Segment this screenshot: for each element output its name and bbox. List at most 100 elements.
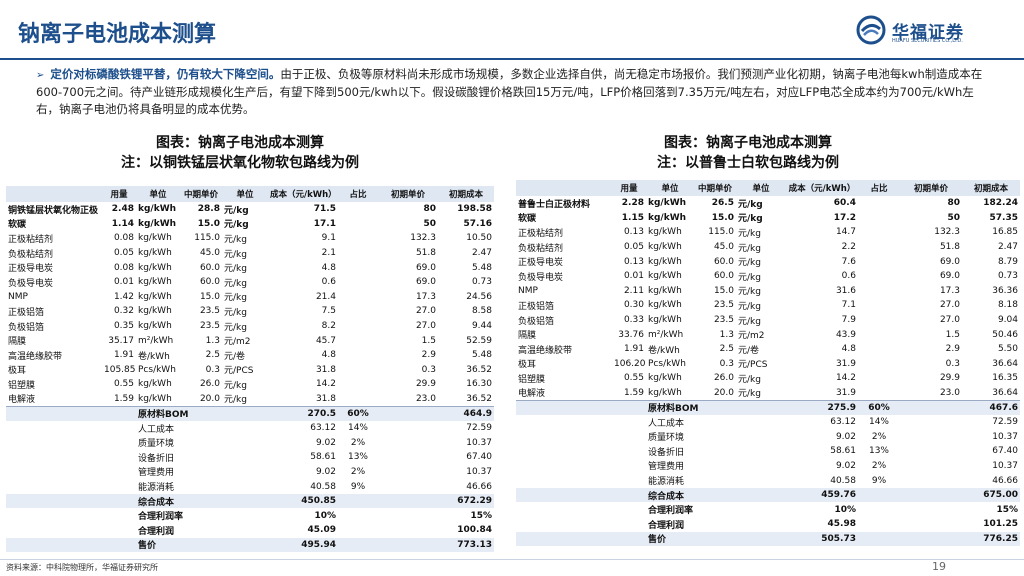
table-cell: 60.4: [833, 198, 856, 209]
table-cell: 52.59: [466, 335, 492, 346]
table-cell: 0.05: [113, 248, 134, 259]
table-cell: 36.64: [992, 387, 1018, 398]
table-cell: 合理利润: [648, 520, 685, 531]
table-row: 正极粘结剂 0.08 kg/kWh 115.0 元/kg 9.1 132.3 10.50: [6, 231, 494, 246]
footer-divider: [0, 559, 1024, 560]
table-cell: 1.59: [113, 393, 134, 404]
column-header: 用量: [102, 186, 136, 202]
summary-highlight: 定价对标磷酸铁锂平替，仍有较大下降空间。: [50, 67, 281, 81]
table-cell: 元/kg: [224, 307, 247, 318]
table-cell: kg/kWh: [648, 198, 687, 209]
table-cell: [6, 465, 136, 480]
table-cell: 0.33: [623, 315, 644, 326]
table-cell: 773.13: [438, 537, 494, 553]
table-cell: 36.36: [992, 285, 1018, 296]
table-cell: 元/kg: [738, 389, 761, 400]
table-cell: 2.5: [205, 350, 220, 361]
summary-row: 质量环境 9.02 2% 10.37: [516, 430, 1020, 445]
table-cell: 23.0: [939, 387, 960, 398]
table-header-row: 用量 单位 中期单价 单位 成本（元/kWh） 占比 初期单价 初期成本: [516, 180, 1020, 196]
column-header: 成本（元/kWh）: [786, 180, 858, 196]
table-cell: [900, 459, 962, 474]
table-cell: 0.13: [623, 256, 644, 267]
table-row: 正极粘结剂 0.13 kg/kWh 115.0 元/kg 14.7 132.3 16.85: [516, 225, 1020, 240]
table-cell: 0.6: [841, 271, 856, 282]
table-row: 电解液 1.59 kg/kWh 20.0 元/kg 31.9 23.0 36.64: [516, 386, 1020, 401]
table-cell: 270.5: [268, 405, 338, 421]
table-cell: 26.0: [199, 379, 220, 390]
table-row: 软碳 1.14 kg/kWh 15.0 元/kg 17.1 50 57.16: [6, 217, 494, 232]
table-cell: [338, 319, 378, 334]
table-cell: [858, 327, 900, 342]
table-cell: 4.8: [321, 350, 336, 361]
table-cell: 综合成本: [136, 493, 268, 509]
table-cell: 元/kg: [224, 293, 247, 304]
table-cell: 0.35: [113, 321, 134, 332]
table-cell: 10%: [834, 504, 856, 515]
table-cell: 2.48: [111, 204, 134, 215]
table-cell: [338, 377, 378, 392]
table-cell: 15.0: [713, 285, 734, 296]
table-cell: 58.61: [830, 446, 856, 457]
table-row: 隔膜 35.17 m²/kWh 1.3 元/m2 45.7 1.5 52.59: [6, 333, 494, 348]
table-cell: 负极导电炭: [8, 278, 54, 289]
table-cell: 元/kg: [224, 205, 249, 216]
table-cell: 正极导电炭: [518, 258, 564, 269]
table-cell: 铝塑膜: [8, 380, 36, 391]
summary-row: 能源消耗 40.58 9% 46.66: [6, 479, 494, 494]
table-cell: NMP: [518, 285, 538, 296]
table-cell: kg/kWh: [138, 204, 177, 215]
table-cell: [378, 405, 438, 421]
table-cell: [338, 275, 378, 290]
logo-text: 华福证券: [892, 22, 964, 43]
table-cell: 2%: [871, 460, 887, 471]
table-row: 高温绝缘胶带 1.91 卷/kWh 2.5 元/卷 4.8 2.9 5.48: [6, 348, 494, 363]
table-cell: 售价: [136, 537, 268, 553]
table-cell: [900, 502, 962, 517]
summary-row: 原材料BOM 270.5 60% 464.9: [6, 405, 494, 421]
table-cell: 9.44: [471, 321, 492, 332]
table-cell: 元/kg: [738, 214, 763, 225]
table-cell: 9.02: [835, 431, 856, 442]
table-cell: 9%: [871, 475, 887, 486]
table-cell: 卷/kWh: [648, 345, 680, 356]
table-cell: 元/kg: [224, 322, 247, 333]
table-cell: 23.5: [199, 306, 220, 317]
table-cell: 9.02: [835, 460, 856, 471]
table-cell: 60.0: [713, 256, 734, 267]
table-cell: 10.37: [992, 431, 1018, 442]
column-header: 中期单价: [694, 180, 736, 196]
summary-row: 设备折旧 58.61 13% 67.40: [6, 450, 494, 465]
table-cell: 20.0: [713, 387, 734, 398]
table-cell: 36.64: [992, 358, 1018, 369]
company-logo: 华福证券 HUAFU SECURITIES CO.,LTD.: [856, 10, 1006, 50]
table-cell: 1.14: [111, 218, 134, 229]
table-cell: 31.8: [315, 393, 336, 404]
table-cell: [378, 523, 438, 538]
column-header: 初期成本: [962, 180, 1020, 196]
table-cell: [516, 487, 646, 503]
table-cell: 0.08: [113, 233, 134, 244]
table-cell: 0.3: [719, 358, 734, 369]
table-cell: 正极铝箔: [8, 307, 45, 318]
table-cell: 67.40: [992, 446, 1018, 457]
table-cell: 21.4: [315, 291, 336, 302]
table-row: 高温绝缘胶带 1.91 卷/kWh 2.5 元/卷 4.8 2.9 5.50: [516, 342, 1020, 357]
table-cell: 106.20: [614, 358, 646, 369]
table-cell: kg/kWh: [138, 291, 172, 302]
table-cell: 软碳: [518, 214, 537, 225]
table-cell: kg/kWh: [648, 300, 682, 311]
summary-text: 由于正极、负极等原材料尚未形成市场规模，多数企业选择自供，尚无稳定市场报价。我们…: [36, 67, 983, 116]
table-cell: 2.9: [421, 350, 436, 361]
table-cell: 50: [423, 218, 436, 229]
table-cell: [858, 342, 900, 357]
table-cell: [858, 211, 900, 226]
table-cell: 101.25: [983, 519, 1018, 530]
table-cell: 元/kg: [738, 374, 761, 385]
table-cell: 27.0: [939, 300, 960, 311]
table-cell: kg/kWh: [648, 242, 682, 253]
table-cell: 2.5: [719, 344, 734, 355]
table-cell: [338, 348, 378, 363]
table-row: 极耳 106.20 Pcs/kWh 0.3 元/PCS 31.9 0.3 36.64: [516, 357, 1020, 372]
table-cell: [338, 493, 378, 509]
